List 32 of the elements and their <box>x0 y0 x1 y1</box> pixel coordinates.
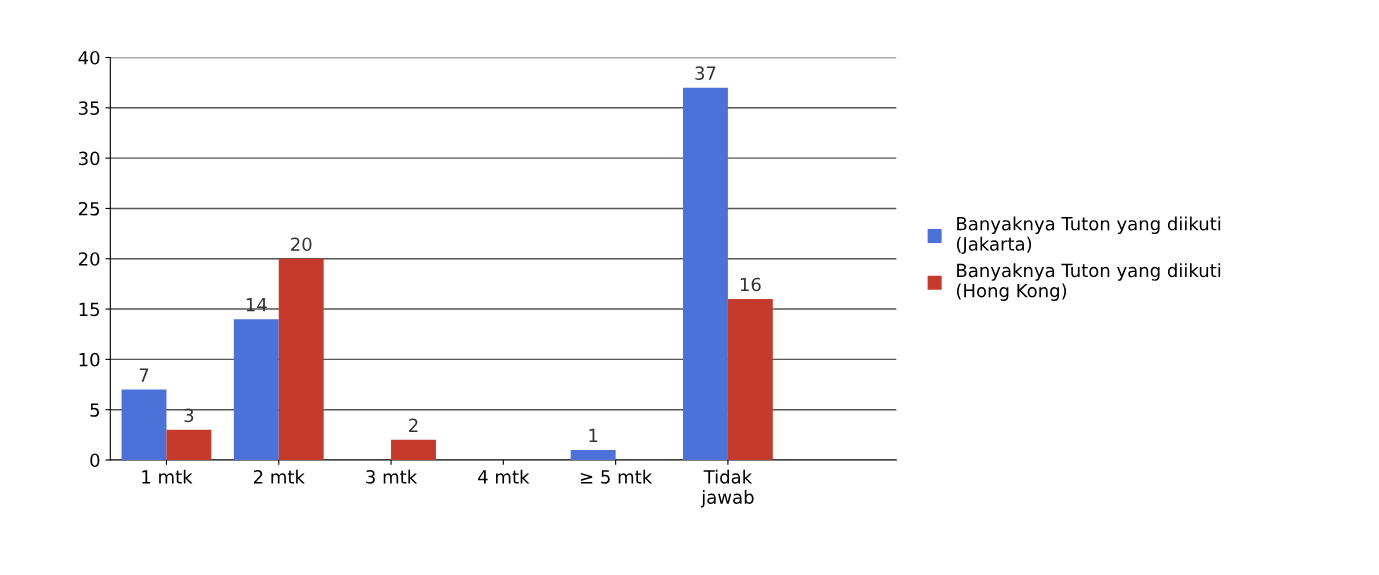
y-tick-label: 20 <box>78 252 100 266</box>
x-tick-label: 1 mtk <box>142 469 193 484</box>
data-label: 20 <box>291 237 312 252</box>
x-tick-label: ≥ 5 mtk <box>580 469 653 484</box>
data-label: 16 <box>740 277 761 292</box>
bar <box>233 319 279 460</box>
data-label: 2 <box>409 418 418 432</box>
x-tick-label: 2 mtk <box>253 469 305 484</box>
y-tick-label: 35 <box>79 101 100 115</box>
y-tick-label: 40 <box>78 50 100 65</box>
data-label: 1 <box>589 428 598 443</box>
bar <box>121 389 167 460</box>
y-tick-label: 0 <box>90 453 100 468</box>
bar <box>278 258 324 460</box>
data-label: 3 <box>184 408 194 423</box>
x-tick-label: 3 mtk <box>366 469 418 484</box>
bar <box>391 439 436 460</box>
y-tick-label: 5 <box>90 403 100 417</box>
data-label: 37 <box>695 66 716 81</box>
x-tick-label: Tidak jawab <box>700 469 754 508</box>
legend-label: Banyaknya Tuton yang diikuti (Hong Kong) <box>956 263 1221 301</box>
bar <box>570 449 616 460</box>
y-tick-label: 30 <box>79 151 100 166</box>
bar <box>683 87 728 460</box>
bar <box>166 429 212 460</box>
bar <box>727 299 773 460</box>
legend-label: Banyaknya Tuton yang diikuti (Jakarta) <box>956 216 1221 255</box>
y-tick-label: 10 <box>79 352 100 367</box>
data-label: 7 <box>139 368 149 382</box>
y-tick-label: 15 <box>79 302 100 317</box>
y-tick-label: 25 <box>78 201 100 216</box>
x-tick-label: 4 mtk <box>478 469 530 484</box>
